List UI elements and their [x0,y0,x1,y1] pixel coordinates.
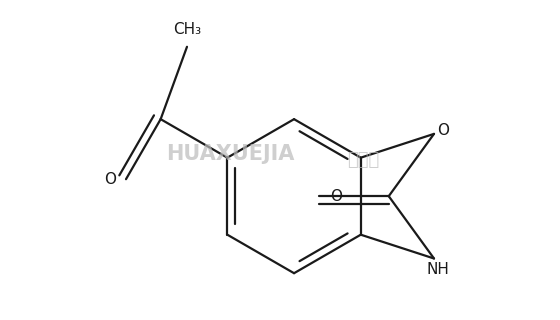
Text: 化学加: 化学加 [348,151,380,169]
Text: O: O [330,189,342,204]
Text: O: O [437,123,449,138]
Text: HUAXUEJIA: HUAXUEJIA [166,144,294,164]
Text: NH: NH [426,262,449,277]
Text: CH₃: CH₃ [173,22,201,37]
Text: O: O [104,172,116,187]
